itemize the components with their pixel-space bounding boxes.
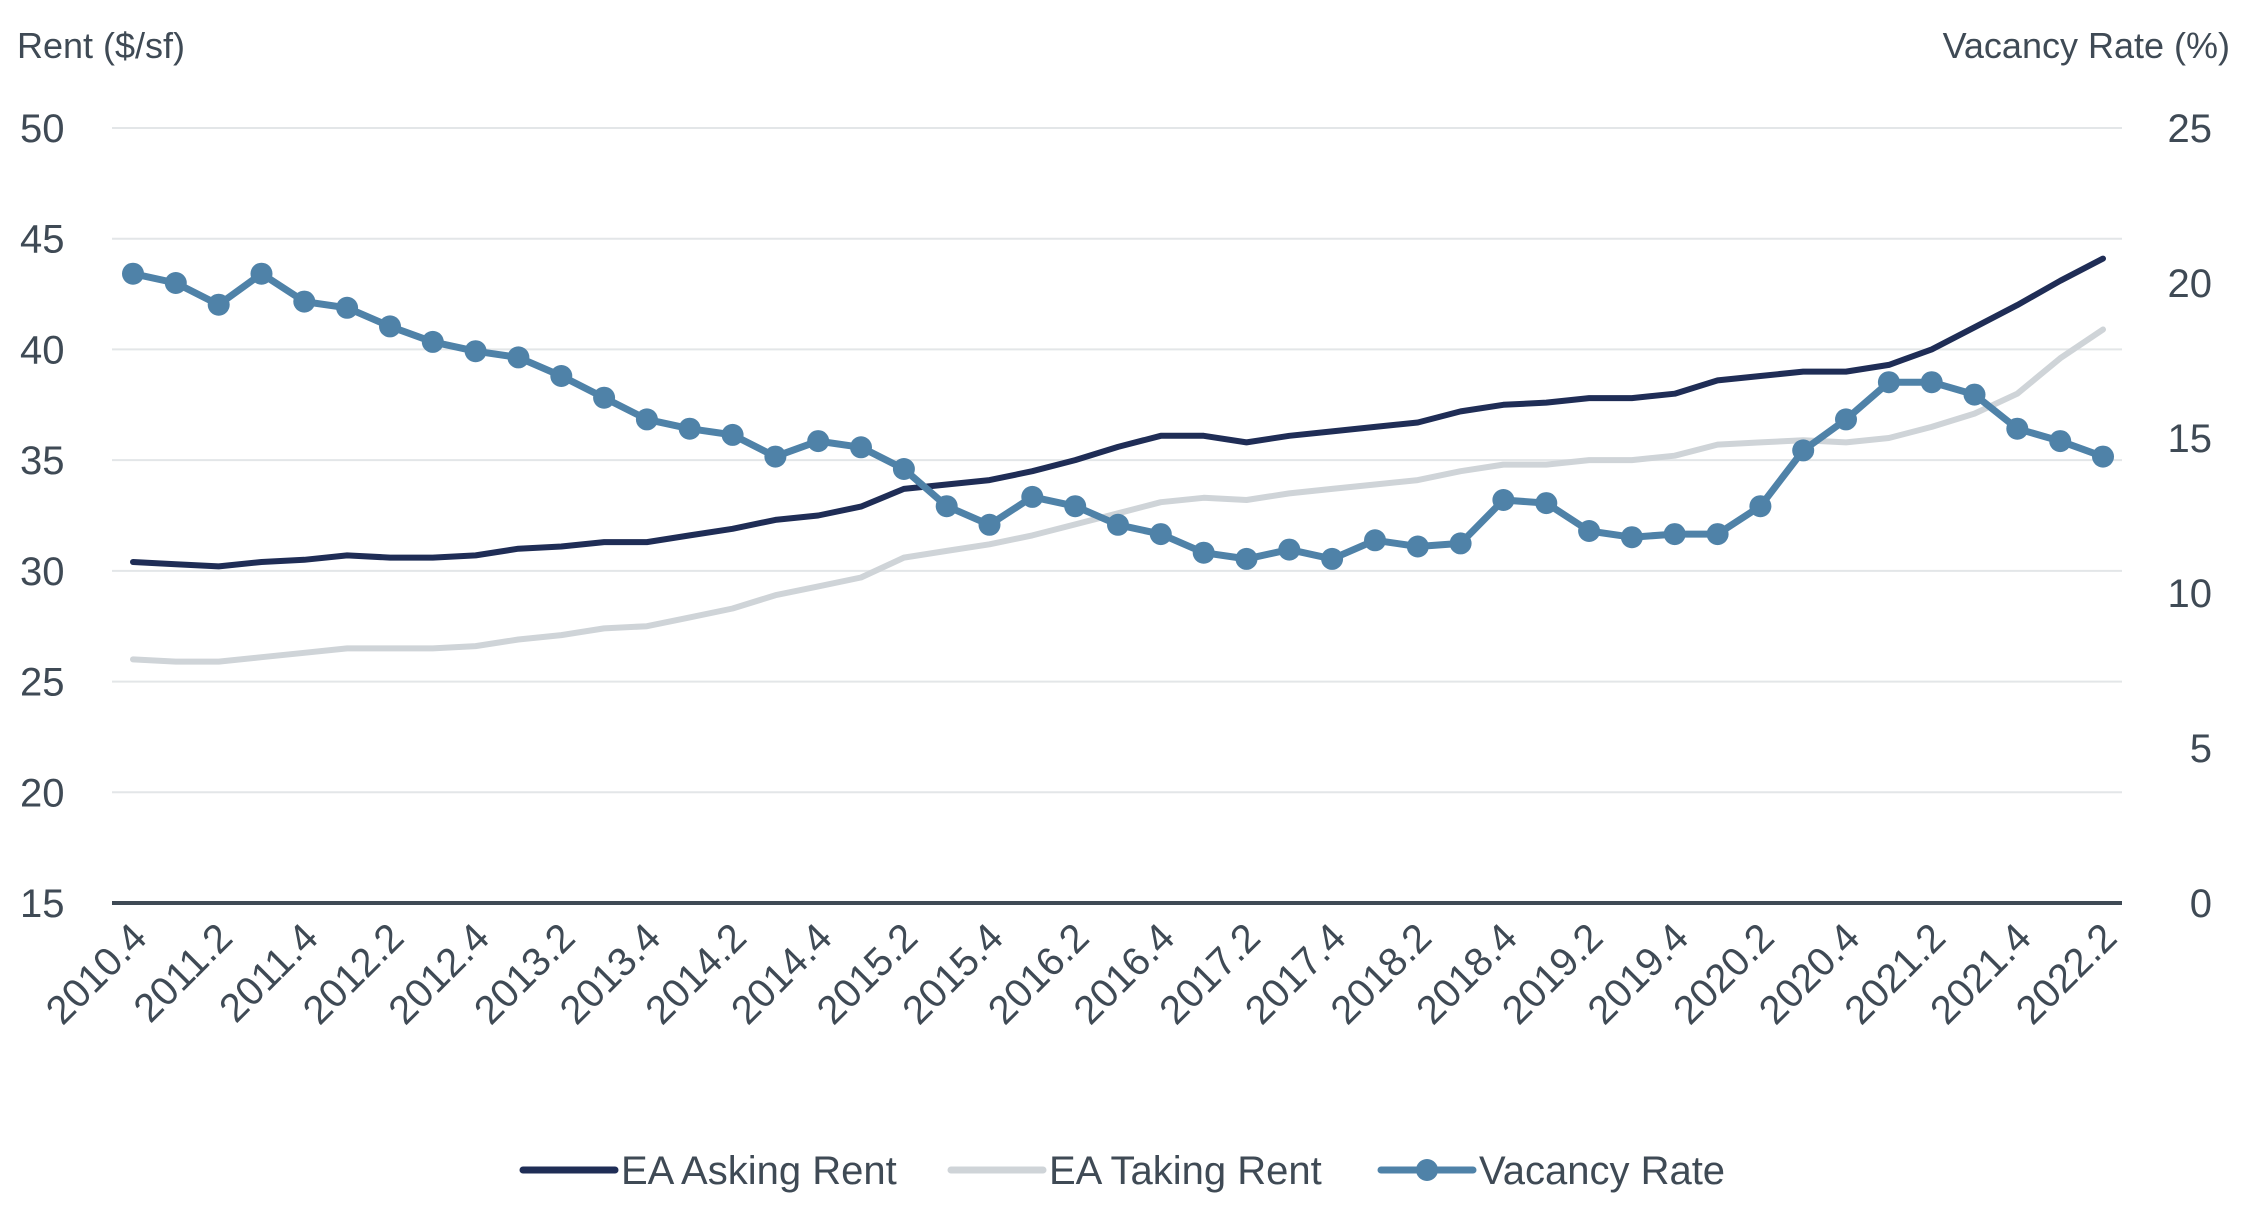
vacancy-rate-point: [1877, 371, 1900, 394]
right-tick-label: 15: [2168, 417, 2213, 461]
vacancy-rate-point: [593, 386, 616, 409]
vacancy-rate-point: [764, 445, 787, 468]
left-tick-label: 25: [20, 661, 65, 705]
left-tick-label: 15: [20, 882, 65, 926]
vacancy-rate-point: [1792, 439, 1815, 462]
vacancy-rate-point: [678, 417, 701, 440]
vacancy-rate-point: [1149, 523, 1172, 546]
legend-label-ea-taking-rent: EA Taking Rent: [1049, 1149, 1322, 1193]
right-tick-label: 10: [2168, 572, 2213, 616]
legend-marker-vacancy-rate: [1416, 1159, 1438, 1181]
vacancy-rate-point: [850, 436, 872, 459]
vacancy-rate-point: [1406, 535, 1429, 558]
vacancy-rate-point: [379, 315, 401, 338]
vacancy-rate-point: [1706, 523, 1729, 546]
vacancy-rate-point: [507, 346, 530, 369]
x-tick-label: 2010.4: [38, 915, 156, 1033]
gridlines: [112, 127, 2122, 794]
vacancy-rate-point: [1663, 523, 1686, 546]
left-tick-label: 45: [20, 218, 65, 262]
vacancy-rate-point: [1620, 526, 1643, 549]
vacancy-rate-point: [1749, 495, 1772, 518]
vacancy-rate-point: [2049, 430, 2072, 453]
vacancy-rate-point: [978, 513, 1001, 536]
vacancy-rate-point: [892, 458, 915, 480]
vacancy-rate-point: [1578, 520, 1601, 542]
left-tick-label: 20: [20, 771, 65, 815]
vacancy-rate-point: [1107, 513, 1129, 536]
right-tick-label: 25: [2168, 107, 2213, 151]
vacancy-rate-point: [336, 296, 359, 319]
vacancy-rate-point: [721, 423, 744, 446]
left-tick-label: 50: [20, 107, 65, 151]
vacancy-rate-point: [1021, 485, 1044, 508]
vacancy-rate-point: [935, 495, 958, 518]
vacancy-rate-point: [207, 293, 230, 316]
vacancy-rate-point: [1963, 383, 1986, 406]
legend-label-ea-asking-rent: EA Asking Rent: [621, 1149, 897, 1193]
vacancy-rate-point: [1535, 492, 1558, 515]
vacancy-rate-point: [1492, 489, 1515, 511]
vacancy-rate-point: [1321, 547, 1344, 570]
vacancy-rate-point: [122, 262, 144, 285]
legend-label-vacancy-rate: Vacancy Rate: [1479, 1149, 1725, 1193]
vacancy-rate-point: [1920, 371, 1943, 394]
vacancy-rate-point: [1064, 495, 1087, 518]
right-axis-title: Vacancy Rate (%): [1943, 25, 2230, 66]
legend: EA Asking Rent EA Taking Rent Vacancy Rate: [519, 1149, 1725, 1193]
vacancy-rate-point: [1364, 529, 1386, 552]
vacancy-rate-point: [250, 262, 273, 285]
vacancy-rate-point: [807, 430, 830, 453]
left-axis-title: Rent ($/sf): [17, 25, 185, 66]
vacancy-rate-point: [293, 290, 316, 313]
right-tick-label: 0: [2190, 882, 2212, 926]
vacancy-rate-point: [1235, 547, 1258, 570]
left-tick-label: 35: [20, 439, 65, 483]
vacancy-rate-point: [635, 408, 658, 431]
vacancy-rate-point: [1278, 538, 1301, 561]
right-tick-label: 5: [2190, 727, 2212, 771]
series-lines: [122, 255, 2114, 665]
vacancy-rate-point: [2006, 417, 2029, 440]
vacancy-rate-point: [1449, 532, 1472, 555]
left-tick-label: 30: [20, 550, 65, 594]
vacancy-rate-point: [1835, 408, 1857, 431]
vacancy-rate-point: [421, 330, 444, 353]
vacancy-rate-point: [2092, 445, 2114, 468]
vacancy-rate-point: [164, 272, 187, 294]
right-tick-label: 20: [2168, 262, 2213, 306]
vacancy-rate-point: [464, 340, 487, 363]
vacancy-rate-point: [550, 365, 573, 387]
series-line-ea-taking-rent: [130, 326, 2106, 665]
series-line-ea-asking-rent: [130, 255, 2106, 570]
left-tick-label: 40: [20, 328, 65, 372]
vacancy-rate-point: [1192, 541, 1215, 564]
